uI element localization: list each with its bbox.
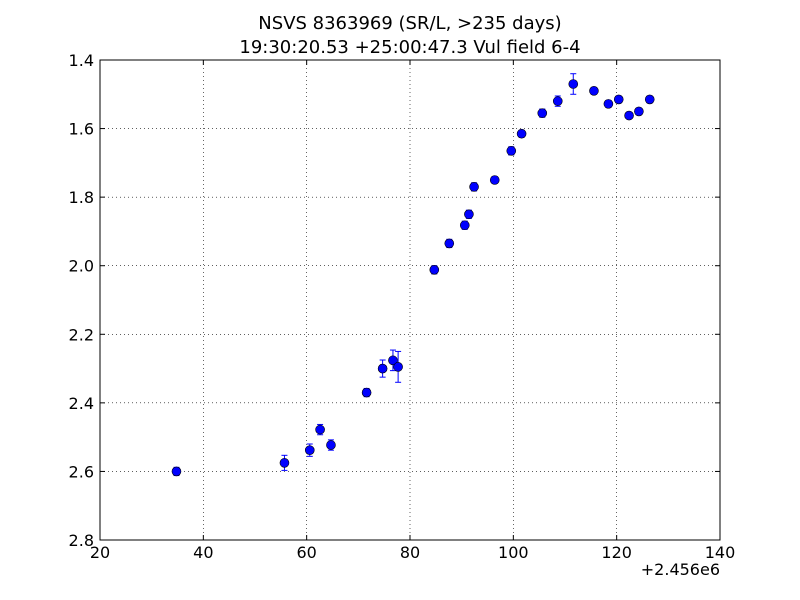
data-point — [315, 423, 325, 436]
data-marker — [516, 128, 527, 139]
y-tick-label: 2.8 — [69, 531, 94, 550]
data-marker — [304, 445, 315, 455]
data-point — [444, 238, 455, 249]
data-marker — [506, 146, 517, 156]
data-marker — [489, 175, 500, 185]
data-marker — [552, 96, 563, 106]
data-point — [429, 265, 440, 275]
data-point — [393, 350, 403, 383]
data-point — [388, 349, 398, 372]
data-point — [377, 359, 388, 378]
data-marker — [568, 79, 579, 89]
y-tick-label: 2.6 — [69, 462, 94, 481]
data-marker — [634, 106, 644, 117]
data-marker — [459, 220, 470, 231]
data-point — [489, 175, 500, 185]
data-point — [624, 110, 634, 121]
data-point — [644, 94, 655, 105]
data-marker — [613, 94, 624, 105]
data-marker — [624, 110, 634, 121]
x-tick-label: 80 — [400, 543, 420, 562]
data-marker — [393, 362, 403, 372]
data-marker — [603, 99, 614, 109]
data-marker — [326, 440, 336, 450]
x-tick-label: 20 — [90, 543, 110, 562]
data-marker — [171, 466, 182, 477]
data-marker — [429, 265, 440, 275]
data-marker — [361, 387, 372, 398]
y-tick-label: 1.6 — [69, 120, 94, 139]
data-point — [279, 454, 290, 471]
data-point — [568, 73, 579, 95]
x-tick-label: 120 — [601, 543, 632, 562]
y-tick-label: 2.4 — [69, 394, 94, 413]
data-point — [552, 95, 563, 107]
y-tick-label: 2.2 — [69, 325, 94, 344]
data-marker — [377, 363, 388, 374]
x-tick-label: 40 — [193, 543, 213, 562]
data-point — [459, 220, 470, 231]
data-point — [613, 94, 624, 105]
data-marker — [315, 424, 325, 435]
y-tick-label: 2.0 — [69, 257, 94, 276]
data-marker — [644, 94, 655, 105]
y-tick-label: 1.4 — [69, 51, 94, 70]
data-marker — [589, 86, 599, 96]
data-point — [361, 387, 372, 398]
data-marker — [464, 209, 474, 220]
data-marker — [444, 238, 455, 249]
y-axis-tick-labels: 1.4 1.6 1.8 2.0 2.2 2.4 2.6 2.8 — [69, 51, 94, 550]
data-point — [589, 86, 599, 96]
data-point — [171, 466, 182, 477]
data-marker — [279, 458, 290, 468]
x-axis-offset-label: +2.456e6 — [641, 560, 720, 579]
chart-title-line-1: NSVS 8363969 (SR/L, >235 days) — [258, 13, 561, 34]
data-point — [634, 106, 644, 117]
y-tick-label: 1.8 — [69, 188, 94, 207]
data-points — [171, 73, 655, 477]
data-marker — [469, 182, 479, 192]
data-point — [506, 146, 517, 156]
data-point — [304, 443, 315, 457]
chart-title-line-2: 19:30:20.53 +25:00:47.3 Vul field 6-4 — [239, 37, 580, 58]
x-axis-tick-labels: 20 40 60 80 100 120 140 — [90, 543, 735, 562]
x-tick-label: 140 — [705, 543, 736, 562]
data-point — [326, 439, 336, 451]
data-point — [469, 182, 479, 192]
x-tick-label: 100 — [498, 543, 529, 562]
data-marker — [388, 355, 398, 366]
grid — [100, 60, 720, 540]
data-point — [603, 99, 614, 109]
axis-ticks — [99, 59, 721, 541]
data-point — [464, 209, 474, 220]
x-tick-label: 60 — [296, 543, 316, 562]
data-point — [537, 108, 548, 118]
data-point — [516, 128, 527, 139]
data-marker — [537, 108, 548, 118]
